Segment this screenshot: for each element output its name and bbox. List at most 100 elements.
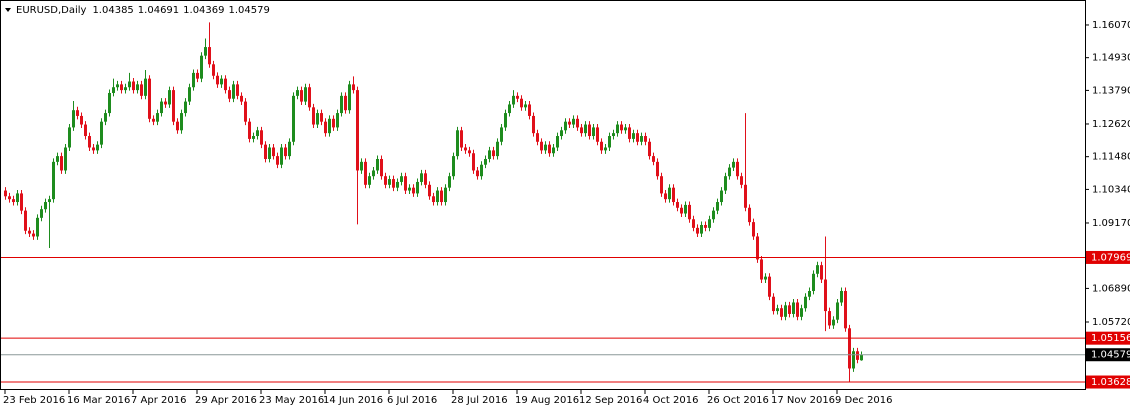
- candle-body: [348, 84, 351, 111]
- candle-body: [460, 130, 463, 148]
- candle-body: [636, 133, 639, 142]
- candle-body: [432, 196, 435, 203]
- x-tick-label: 19 Aug 2016: [515, 395, 579, 406]
- candle-body: [732, 161, 735, 168]
- candle-body: [480, 164, 483, 177]
- candle-body: [16, 193, 19, 203]
- y-tick-label: 1.13790: [1092, 85, 1130, 96]
- candle-body: [212, 64, 215, 76]
- candle-body: [28, 230, 31, 234]
- candle-body: [696, 227, 699, 234]
- candle-body: [360, 161, 363, 171]
- candle-body: [556, 136, 559, 148]
- candle-body: [204, 47, 207, 56]
- y-tick-label: 1.06890: [1092, 283, 1130, 294]
- candle-body: [816, 265, 819, 274]
- x-tick-label: 9 Dec 2016: [835, 395, 893, 406]
- candle-body: [848, 328, 851, 369]
- candle-body: [504, 113, 507, 128]
- x-tick-label: 7 Apr 2016: [131, 395, 186, 406]
- candle-body: [640, 136, 643, 142]
- x-tick-label: 4 Oct 2016: [643, 395, 698, 406]
- candle-body: [48, 199, 51, 203]
- candle-body: [188, 87, 191, 102]
- candle-body: [440, 190, 443, 203]
- candle-body: [680, 207, 683, 214]
- candle-body: [328, 118, 331, 134]
- candle-body: [236, 84, 239, 96]
- candle-body: [124, 87, 127, 91]
- candle-body: [416, 181, 419, 194]
- candle-body: [572, 118, 575, 125]
- candle-body: [116, 84, 119, 88]
- candle-body: [220, 78, 223, 85]
- candle-body: [492, 150, 495, 157]
- level-label: 1.07969: [1091, 252, 1130, 263]
- candle-body: [156, 113, 159, 122]
- candle-body: [776, 308, 779, 312]
- candle-body: [112, 87, 115, 93]
- candle-body: [792, 302, 795, 314]
- candle-body: [52, 161, 55, 200]
- candle-body: [408, 187, 411, 191]
- candle-body: [628, 127, 631, 139]
- candle-body: [4, 190, 7, 197]
- candle-body: [228, 90, 231, 99]
- header-open: 1.04385: [92, 5, 133, 16]
- candle-body: [292, 95, 295, 142]
- candle-body: [196, 72, 199, 79]
- candle-body: [808, 290, 811, 297]
- level-label-box: [1086, 375, 1130, 389]
- x-tick-label: 6 Jul 2016: [387, 395, 437, 406]
- candle-body: [644, 136, 647, 142]
- plot-frame: [0, 0, 1086, 390]
- candle-body: [368, 176, 371, 185]
- candle-body: [820, 265, 823, 280]
- candle-body: [180, 113, 183, 131]
- candle-body: [268, 147, 271, 159]
- candle-body: [272, 147, 275, 157]
- header-close: 1.04579: [229, 5, 270, 16]
- candle-body: [724, 176, 727, 191]
- candle-body: [300, 90, 303, 102]
- header-high: 1.04691: [138, 5, 179, 16]
- candle-body: [508, 104, 511, 114]
- candle-body: [772, 296, 775, 312]
- candle-body: [336, 113, 339, 128]
- y-tick-label: 1.16070: [1092, 20, 1130, 31]
- candle-body: [352, 84, 355, 91]
- candle-body: [404, 176, 407, 191]
- candle-body: [468, 150, 471, 154]
- chart-title: EURUSD,Daily: [16, 5, 87, 16]
- x-tick-label: 28 Jul 2016: [451, 395, 508, 406]
- candle-body: [720, 190, 723, 203]
- candle-body: [844, 290, 847, 329]
- candle-body: [804, 296, 807, 309]
- candle-body: [788, 305, 791, 314]
- candle-body: [700, 224, 703, 234]
- candle-body: [448, 176, 451, 188]
- candle-body: [728, 167, 731, 177]
- candle-body: [548, 144, 551, 154]
- candle-body: [760, 259, 763, 280]
- candle-body: [740, 176, 743, 185]
- candle-body: [444, 187, 447, 203]
- candle-body: [176, 121, 179, 131]
- candle-body: [596, 127, 599, 142]
- candle-body: [172, 90, 175, 122]
- candle-body: [324, 121, 327, 134]
- candle-body: [768, 276, 771, 297]
- candle-body: [744, 184, 747, 208]
- candle-body: [96, 144, 99, 151]
- candle-body: [316, 113, 319, 125]
- candle-body: [288, 141, 291, 157]
- candle-body: [240, 95, 243, 102]
- candle-body: [612, 133, 615, 137]
- candle-body: [208, 47, 211, 65]
- candle-body: [620, 124, 623, 131]
- candle-body: [168, 90, 171, 105]
- candle-body: [584, 124, 587, 134]
- candle-body: [136, 84, 139, 91]
- candle-body: [688, 204, 691, 220]
